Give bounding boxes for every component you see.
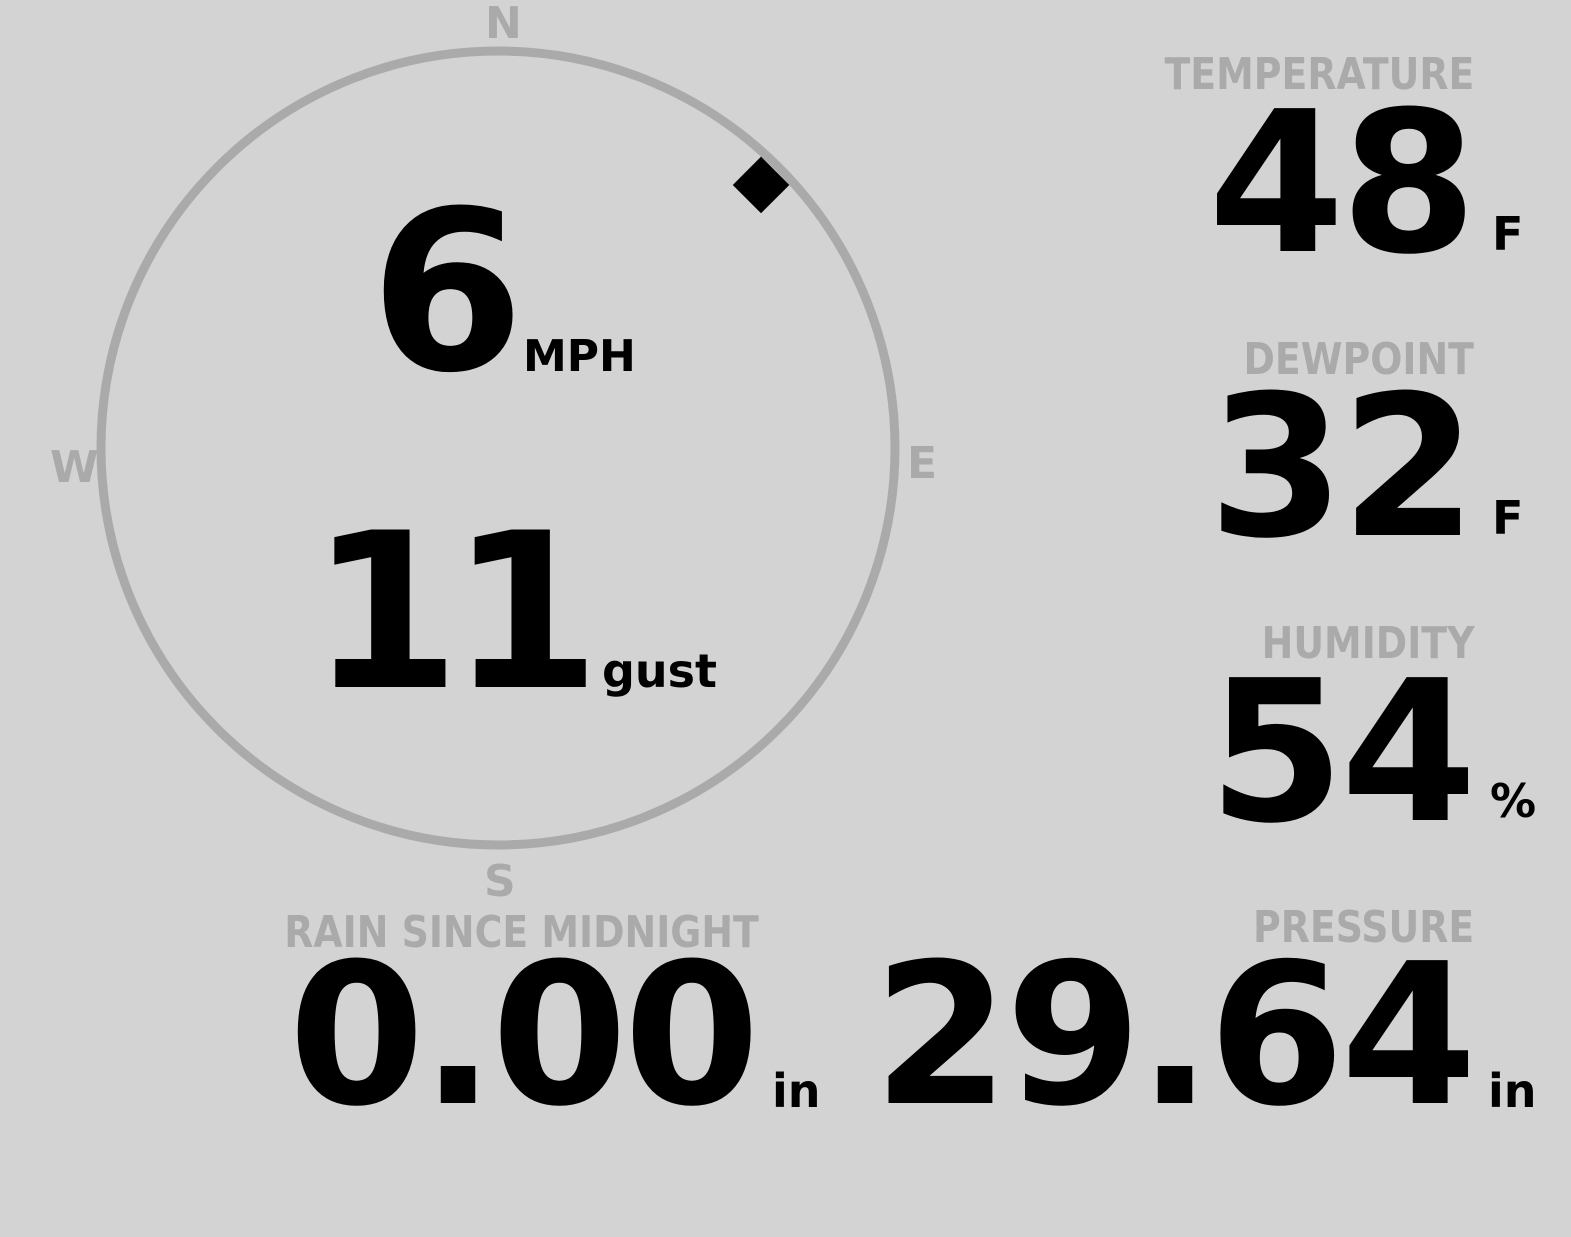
- dewpoint-unit: F: [1492, 491, 1524, 545]
- wind-speed-value: 6: [370, 164, 524, 422]
- temperature-unit: F: [1492, 207, 1524, 261]
- dewpoint-label: DEWPOINT: [1243, 334, 1474, 385]
- wind-speed-unit: MPH: [523, 331, 636, 382]
- wind-compass: [96, 46, 900, 850]
- compass-south: S: [484, 856, 516, 907]
- pressure-label: PRESSURE: [1252, 902, 1474, 953]
- rain-unit: in: [772, 1064, 821, 1118]
- temperature-value: 48: [1208, 70, 1477, 298]
- compass-north: N: [485, 0, 522, 49]
- humidity-label: HUMIDITY: [1261, 618, 1474, 669]
- temperature-label: TEMPERATURE: [1164, 49, 1474, 100]
- wind-gust-value: 11: [310, 487, 601, 738]
- compass-ring: [96, 46, 900, 850]
- pressure-unit: in: [1488, 1064, 1537, 1118]
- humidity-unit: %: [1490, 774, 1537, 828]
- pressure-value: 29.64: [873, 922, 1477, 1150]
- compass-east: E: [907, 438, 938, 489]
- rain-label: RAIN SINCE MIDNIGHT: [284, 907, 759, 958]
- rain-value: 0.00: [288, 922, 760, 1150]
- dewpoint-value: 32: [1208, 354, 1477, 582]
- humidity-value: 54: [1208, 639, 1477, 867]
- compass-west: W: [50, 442, 99, 493]
- wind-gust-unit: gust: [602, 644, 718, 698]
